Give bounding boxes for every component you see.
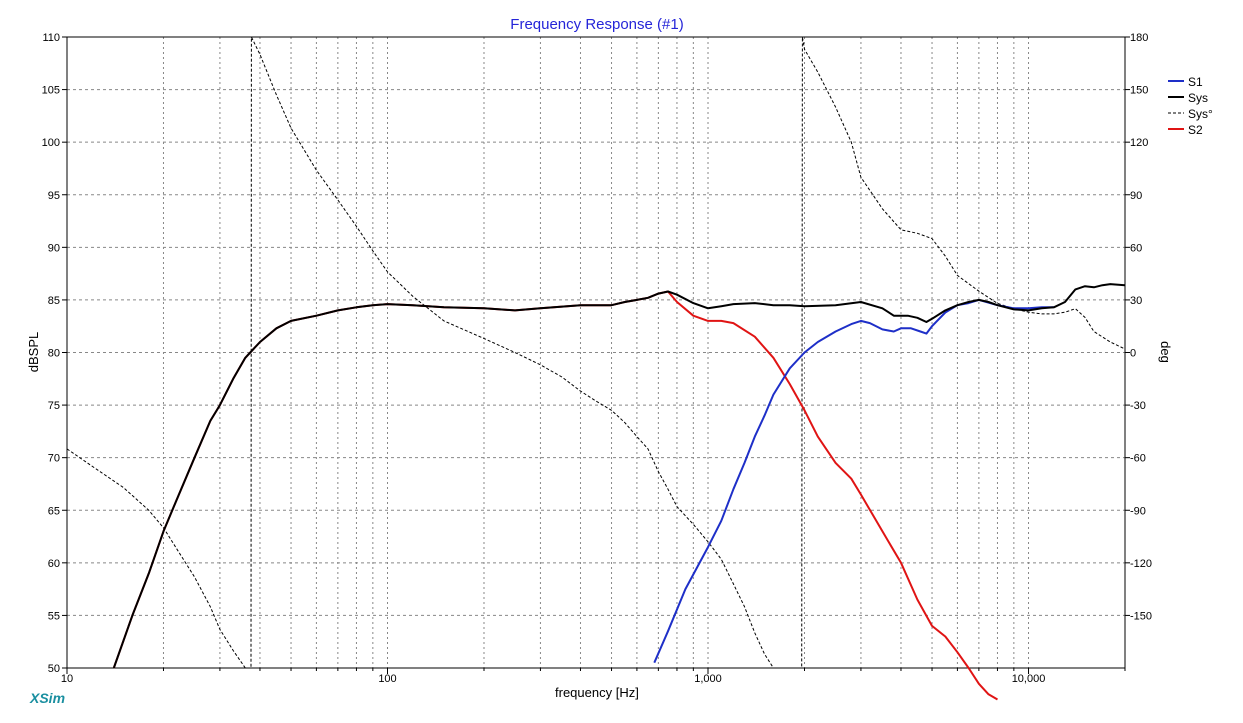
y-tick-label: 70 [48,453,60,465]
y2-tick-label: -120 [1130,558,1152,570]
x-tick-label: 1,000 [694,673,722,685]
axis-labels: 1101051009590858075706560555018015012090… [42,32,1152,685]
y2-tick-label: -30 [1130,400,1146,412]
y-tick-label: 95 [48,190,60,202]
y2-tick-label: 30 [1130,295,1142,307]
y2-tick-label: 150 [1130,85,1148,97]
legend-label: S1 [1188,75,1203,89]
legend-label: Sys [1188,91,1208,105]
series-group [66,36,1126,701]
y-tick-label: 110 [42,32,60,44]
series-line-s1 [653,298,1054,664]
x-axis-label: frequency [Hz] [555,685,639,700]
y2-tick-label: -60 [1130,453,1146,465]
y2-tick-label: 180 [1130,32,1148,44]
y2-tick-label: 60 [1130,242,1142,254]
y2-tick-label: 0 [1130,348,1136,360]
legend: S1 Sys Sys° S2 [1168,75,1213,137]
legend-label: S2 [1188,123,1203,137]
x-tick-label: 100 [378,673,396,685]
y-tick-label: 90 [48,242,60,254]
y-tick-label: 105 [42,85,60,97]
x-tick-label: 10,000 [1012,673,1046,685]
y2-axis-label: deg [1158,341,1173,363]
x-tick-label: 10 [61,673,73,685]
y2-tick-label: -90 [1130,505,1146,517]
y-tick-label: 65 [48,505,60,517]
y-tick-label: 80 [48,348,60,360]
series-line-sys [66,36,1126,669]
grid [67,37,1125,668]
y-tick-label: 100 [42,137,60,149]
y-tick-label: 50 [48,663,60,675]
y2-tick-label: -150 [1130,610,1152,622]
y-tick-label: 55 [48,610,60,622]
y-tick-label: 60 [48,558,60,570]
y-axis-label: dBSPL [26,332,41,372]
chart-title: Frequency Response (#1) [510,16,683,33]
y-tick-label: 85 [48,295,60,307]
series-line-sys [112,283,1126,669]
y2-tick-label: 120 [1130,137,1148,149]
legend-label: Sys° [1188,107,1213,121]
y-tick-label: 75 [48,400,60,412]
brand-logo: XSim [30,690,66,706]
y2-tick-label: 90 [1130,190,1142,202]
